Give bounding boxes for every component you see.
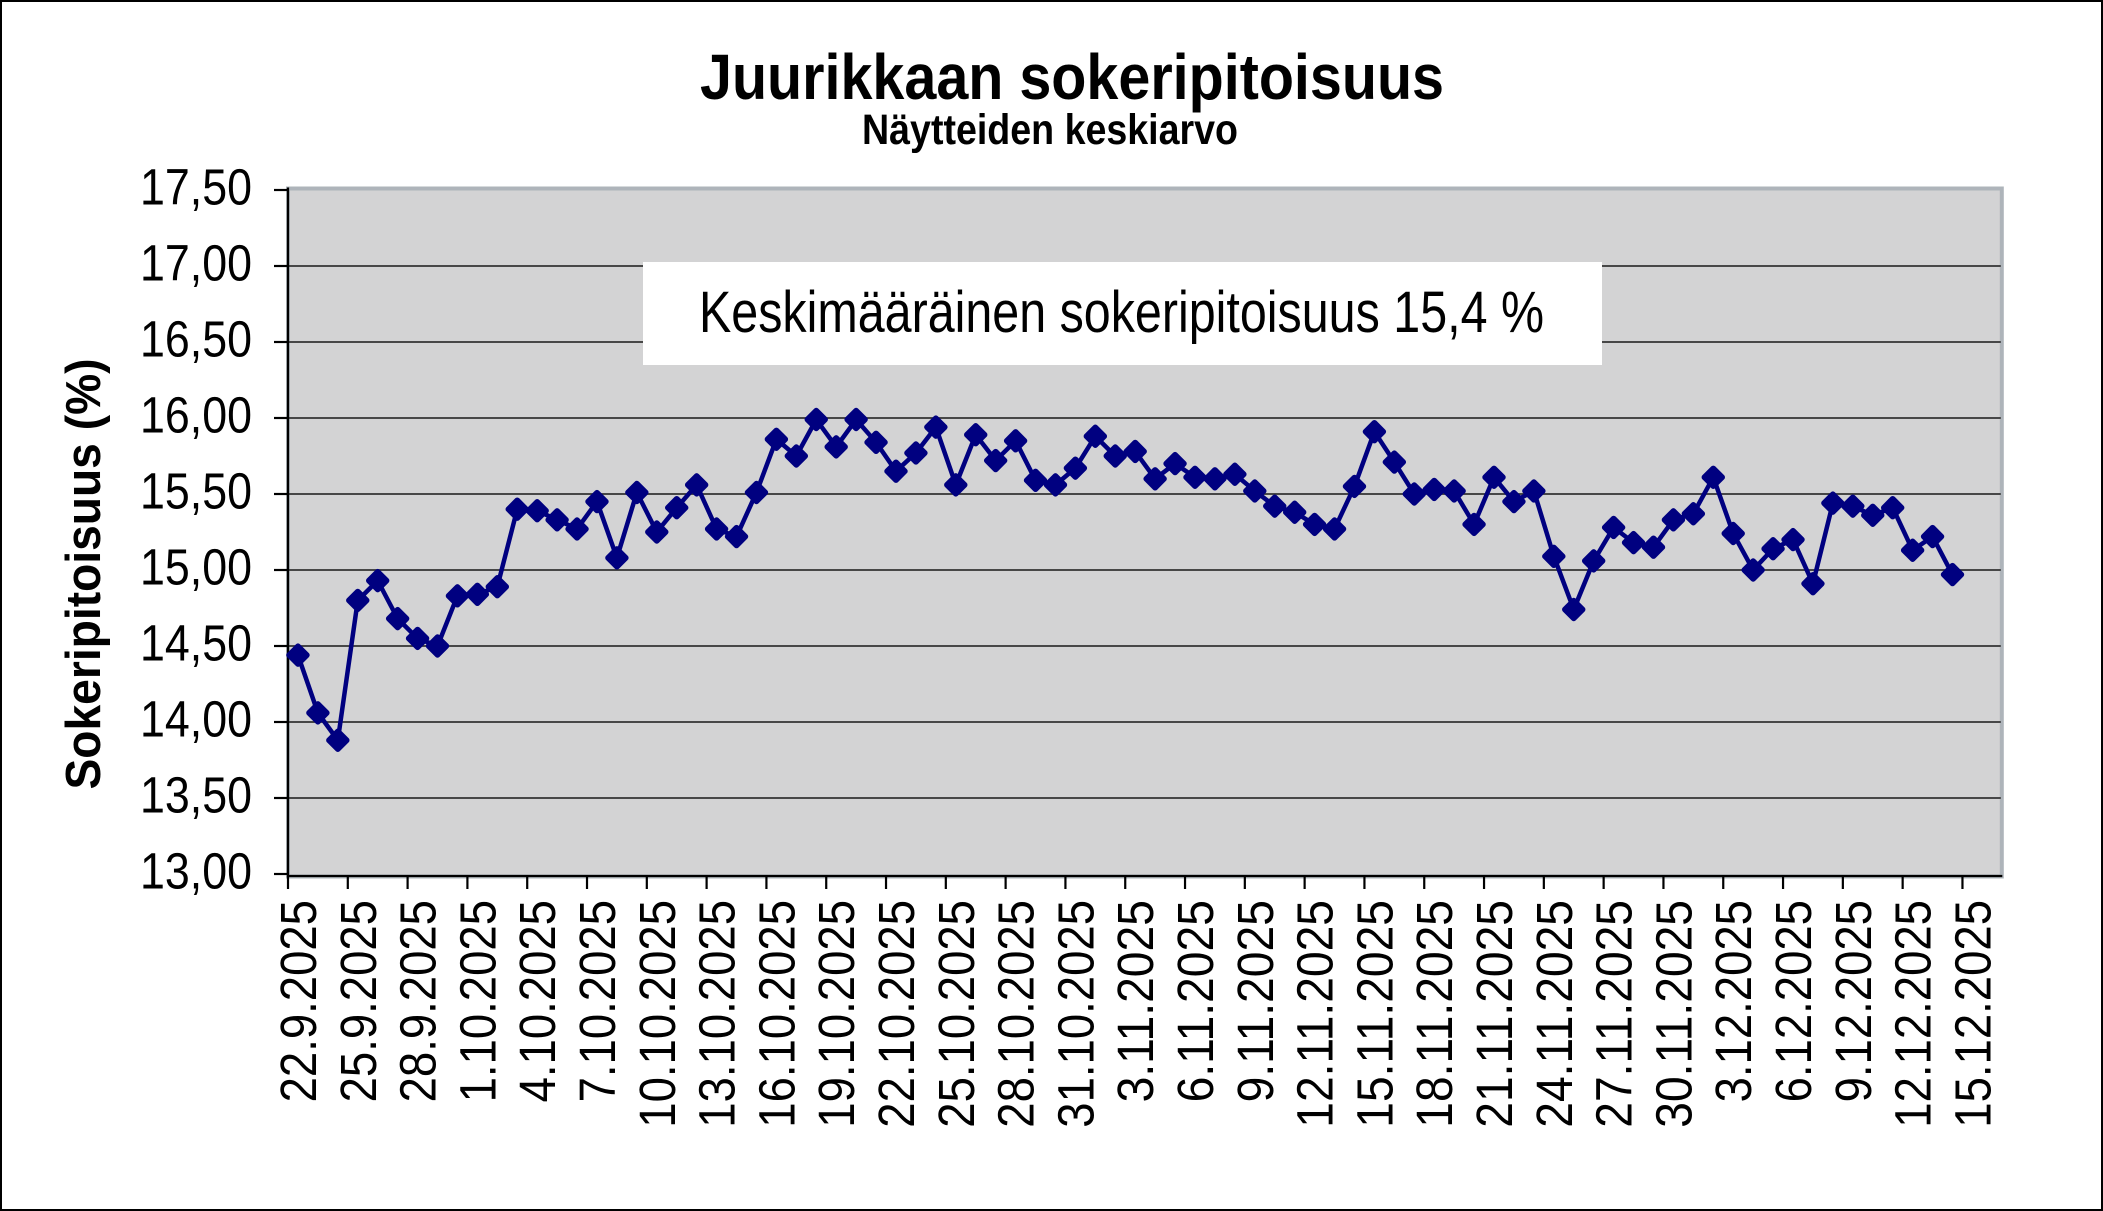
svg-text:18.11.2025: 18.11.2025	[1406, 900, 1463, 1128]
svg-text:28.9.2025: 28.9.2025	[390, 900, 447, 1102]
svg-text:16,00: 16,00	[140, 387, 252, 444]
svg-text:15,00: 15,00	[140, 539, 252, 596]
svg-text:Näytteiden keskiarvo: Näytteiden keskiarvo	[862, 107, 1238, 154]
svg-text:27.11.2025: 27.11.2025	[1586, 900, 1643, 1128]
svg-text:21.11.2025: 21.11.2025	[1466, 900, 1523, 1128]
svg-text:12.11.2025: 12.11.2025	[1287, 900, 1344, 1128]
svg-text:25.9.2025: 25.9.2025	[330, 900, 387, 1102]
svg-text:30.11.2025: 30.11.2025	[1645, 900, 1702, 1128]
svg-text:31.10.2025: 31.10.2025	[1047, 900, 1104, 1128]
svg-text:15,50: 15,50	[140, 463, 252, 520]
svg-text:25.10.2025: 25.10.2025	[928, 900, 985, 1128]
svg-text:3.12.2025: 3.12.2025	[1705, 900, 1762, 1102]
svg-text:Sokeripitoisuus (%): Sokeripitoisuus (%)	[57, 359, 111, 790]
svg-text:4.10.2025: 4.10.2025	[509, 900, 566, 1102]
svg-text:9.12.2025: 9.12.2025	[1825, 900, 1882, 1102]
svg-text:9.11.2025: 9.11.2025	[1227, 900, 1284, 1102]
svg-text:28.10.2025: 28.10.2025	[988, 900, 1045, 1128]
svg-text:13.10.2025: 13.10.2025	[689, 900, 746, 1128]
svg-text:6.12.2025: 6.12.2025	[1765, 900, 1822, 1102]
svg-text:Keskimääräinen sokeripitoisuus: Keskimääräinen sokeripitoisuus 15,4 %	[699, 280, 1544, 345]
svg-text:Juurikkaan sokeripitoisuus: Juurikkaan sokeripitoisuus	[700, 41, 1444, 113]
svg-text:17,00: 17,00	[140, 235, 252, 292]
svg-text:16,50: 16,50	[140, 311, 252, 368]
svg-text:13,50: 13,50	[140, 767, 252, 824]
svg-text:22.9.2025: 22.9.2025	[270, 900, 327, 1102]
svg-text:17,50: 17,50	[140, 159, 252, 216]
svg-text:16.10.2025: 16.10.2025	[748, 900, 805, 1128]
svg-text:14,50: 14,50	[140, 615, 252, 672]
svg-text:10.10.2025: 10.10.2025	[629, 900, 686, 1128]
svg-text:14,00: 14,00	[140, 691, 252, 748]
svg-text:15.11.2025: 15.11.2025	[1346, 900, 1403, 1128]
svg-text:13,00: 13,00	[140, 843, 252, 900]
svg-text:12.12.2025: 12.12.2025	[1885, 900, 1942, 1128]
svg-text:6.11.2025: 6.11.2025	[1167, 900, 1224, 1102]
svg-text:22.10.2025: 22.10.2025	[868, 900, 925, 1128]
svg-text:3.11.2025: 3.11.2025	[1107, 900, 1164, 1102]
svg-text:15.12.2025: 15.12.2025	[1944, 900, 2001, 1128]
svg-text:24.11.2025: 24.11.2025	[1526, 900, 1583, 1128]
svg-text:7.10.2025: 7.10.2025	[569, 900, 626, 1102]
svg-text:19.10.2025: 19.10.2025	[808, 900, 865, 1128]
svg-text:1.10.2025: 1.10.2025	[449, 900, 506, 1102]
